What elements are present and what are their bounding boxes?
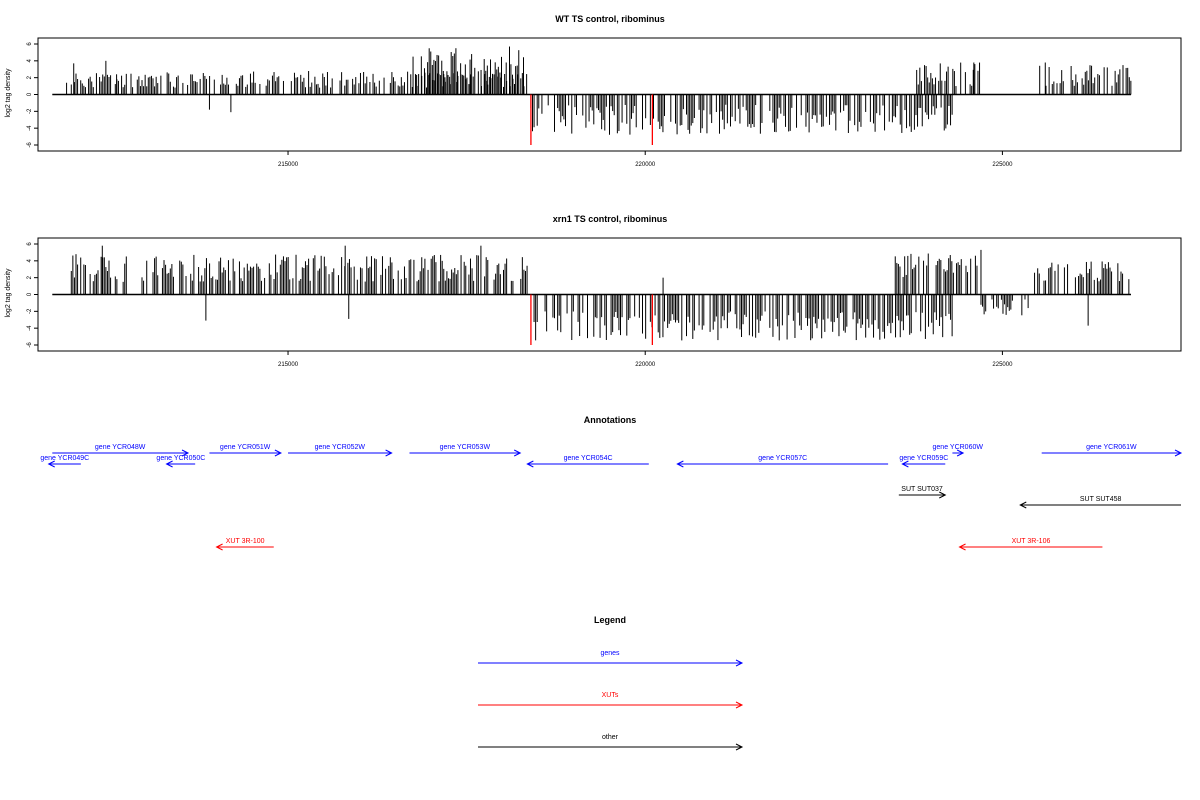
y-tick-label: 6	[27, 42, 33, 46]
feature-arrowhead	[958, 543, 966, 551]
legend-arrowhead	[735, 743, 744, 751]
feature-label: SUT SUT458	[1080, 496, 1122, 503]
y-axis-label: log2 tag density	[5, 268, 12, 318]
feature-gene-ycr053w: gene YCR053W	[409, 444, 522, 457]
feature-arrowhead	[215, 543, 223, 551]
y-axis-label: log2 tag density	[5, 68, 12, 118]
feature-gene-ycr059c: gene YCR059C	[899, 455, 948, 468]
feature-label: XUT 3R-100	[226, 538, 265, 545]
feature-arrowhead	[47, 460, 55, 468]
y-axis: -6 -4 -2 0 2 4 6	[27, 242, 38, 348]
wt-coverage-panel: WT TS control, ribominus log2 tag densit…	[5, 14, 1182, 168]
annotations-title: Annotations	[584, 415, 637, 425]
y-tick-label: -2	[27, 308, 33, 314]
feature-arrowhead	[385, 449, 393, 457]
x-tick-label: 220000	[635, 362, 656, 368]
feature-arrowhead	[901, 460, 909, 468]
feature-label: gene YCR054C	[564, 455, 613, 462]
feature-label: gene YCR052W	[315, 444, 366, 451]
feature-arrowhead	[1174, 449, 1183, 457]
feature-label: gene YCR059C	[899, 455, 948, 462]
y-tick-label: 0	[27, 92, 33, 96]
feature-gene-ycr061w: gene YCR061W	[1041, 444, 1183, 457]
legend-title: Legend	[594, 615, 626, 625]
feature-arrowhead	[526, 460, 534, 468]
y-tick-label: -2	[27, 108, 33, 114]
feature-gene-ycr054c: gene YCR054C	[526, 455, 649, 468]
feature-arrowhead	[676, 460, 684, 468]
feature-sut-sut037: SUT SUT037	[898, 486, 947, 499]
legend-items: genes XUTs other	[478, 650, 744, 751]
feature-label: gene YCR061W	[1086, 444, 1137, 451]
x-tick-label: 215000	[278, 162, 299, 168]
y-tick-label: 4	[27, 59, 33, 63]
feature-arrowhead	[1019, 501, 1027, 509]
y-tick-label: 4	[27, 259, 33, 263]
feature-label: SUT SUT037	[901, 486, 943, 493]
feature-xut-3r-106: XUT 3R-106	[958, 538, 1103, 551]
x-tick-label: 225000	[992, 362, 1013, 368]
bar-series	[52, 46, 1132, 145]
feature-xut-3r-100: XUT 3R-100	[215, 538, 274, 551]
feature-arrowhead	[274, 449, 283, 457]
panel-title: WT TS control, ribominus	[555, 14, 665, 24]
bar-series	[52, 245, 1131, 345]
feature-gene-ycr052w: gene YCR052W	[288, 444, 393, 457]
feature-gene-ycr051w: gene YCR051W	[209, 444, 283, 457]
y-tick-label: -4	[27, 325, 33, 331]
feature-list: gene YCR048W gene YCR049C gene YCR050C gene…	[40, 444, 1183, 551]
y-axis: -6 -4 -2 0 2 4 6	[27, 42, 38, 148]
y-tick-label: -4	[27, 125, 33, 131]
x-axis: 215000 220000 225000	[278, 151, 1013, 168]
legend-item-genes: genes	[478, 650, 744, 667]
y-tick-label: 6	[27, 242, 33, 246]
x-tick-label: 220000	[635, 162, 656, 168]
x-axis: 215000 220000 225000	[278, 351, 1013, 368]
feature-label: gene YCR057C	[758, 455, 807, 462]
legend-item-xuts: XUTs	[478, 692, 744, 709]
feature-arrowhead	[939, 491, 947, 499]
panel-title: xrn1 TS control, ribominus	[553, 214, 668, 224]
x-tick-label: 215000	[278, 362, 299, 368]
legend-arrowhead	[735, 701, 744, 709]
y-tick-label: -6	[27, 342, 33, 348]
legend: Legend genes XUTs other	[478, 615, 744, 751]
feature-gene-ycr048w: gene YCR048W	[52, 444, 190, 457]
feature-gene-ycr060w: gene YCR060W	[933, 444, 984, 457]
feature-gene-ycr050c: gene YCR050C	[156, 455, 205, 468]
feature-label: gene YCR053W	[440, 444, 491, 451]
feature-arrowhead	[165, 460, 173, 468]
legend-label: genes	[600, 650, 620, 657]
xrn1-coverage-panel: xrn1 TS control, ribominus log2 tag dens…	[5, 214, 1182, 368]
feature-sut-sut458: SUT SUT458	[1019, 496, 1181, 509]
feature-label: gene YCR049C	[40, 455, 89, 462]
feature-label: gene YCR050C	[156, 455, 205, 462]
feature-arrowhead	[181, 449, 190, 457]
legend-item-other: other	[478, 734, 744, 751]
feature-label: gene YCR051W	[220, 444, 271, 451]
legend-arrowhead	[735, 659, 744, 667]
feature-gene-ycr049c: gene YCR049C	[40, 455, 89, 468]
feature-label: gene YCR048W	[95, 444, 146, 451]
feature-gene-ycr057c: gene YCR057C	[676, 455, 889, 468]
feature-label: XUT 3R-106	[1012, 538, 1051, 545]
legend-label: XUTs	[602, 692, 619, 699]
feature-arrowhead	[513, 449, 522, 457]
feature-arrowhead	[956, 449, 965, 457]
y-tick-label: -6	[27, 142, 33, 148]
x-tick-label: 225000	[992, 162, 1013, 168]
y-tick-label: 2	[27, 75, 33, 79]
feature-label: gene YCR060W	[933, 444, 984, 451]
legend-label: other	[602, 734, 619, 741]
y-tick-label: 0	[27, 292, 33, 296]
y-tick-label: 2	[27, 275, 33, 279]
